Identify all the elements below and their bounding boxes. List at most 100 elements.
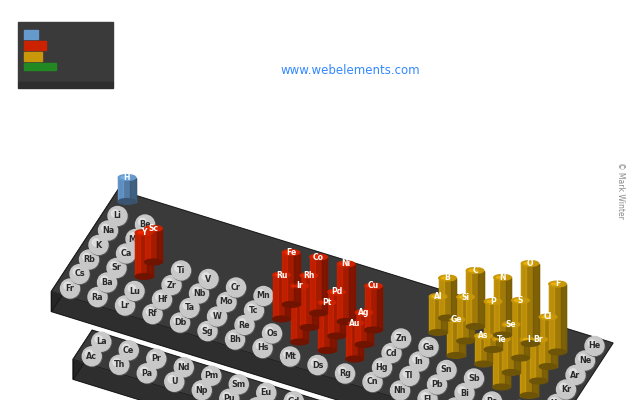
Ellipse shape: [540, 364, 557, 369]
Circle shape: [557, 380, 575, 399]
Circle shape: [117, 245, 136, 264]
Polygon shape: [367, 312, 372, 344]
Text: C: C: [472, 266, 478, 275]
Circle shape: [89, 236, 108, 254]
Circle shape: [86, 350, 93, 357]
Circle shape: [567, 366, 586, 385]
Circle shape: [428, 376, 447, 395]
Text: H: H: [124, 173, 131, 182]
Text: Nb: Nb: [193, 289, 205, 298]
Ellipse shape: [318, 300, 336, 305]
Circle shape: [395, 332, 402, 340]
Polygon shape: [51, 292, 547, 400]
Polygon shape: [365, 286, 382, 330]
Circle shape: [557, 381, 576, 400]
Text: Db: Db: [174, 318, 186, 327]
Ellipse shape: [328, 333, 345, 339]
Polygon shape: [532, 340, 538, 396]
Circle shape: [287, 395, 294, 400]
Polygon shape: [484, 302, 502, 350]
Circle shape: [136, 216, 156, 235]
Circle shape: [227, 331, 245, 350]
Circle shape: [202, 366, 221, 385]
Circle shape: [115, 296, 134, 315]
Text: As: As: [478, 332, 489, 340]
Circle shape: [445, 398, 465, 400]
Circle shape: [220, 389, 239, 400]
Circle shape: [223, 392, 230, 400]
Text: Ne: Ne: [579, 356, 591, 365]
Text: Hf: Hf: [157, 295, 167, 304]
Circle shape: [200, 270, 219, 289]
Polygon shape: [349, 264, 355, 322]
Circle shape: [230, 376, 249, 394]
Circle shape: [335, 364, 355, 383]
Text: Pt: Pt: [323, 298, 332, 307]
Circle shape: [175, 264, 182, 272]
Ellipse shape: [365, 327, 382, 333]
Text: Ra: Ra: [92, 292, 103, 302]
Polygon shape: [520, 340, 525, 396]
Ellipse shape: [321, 302, 329, 304]
Text: La: La: [96, 337, 107, 346]
Polygon shape: [530, 339, 547, 381]
Polygon shape: [376, 286, 382, 330]
Circle shape: [154, 291, 172, 310]
Circle shape: [465, 370, 484, 389]
Circle shape: [119, 299, 126, 306]
Polygon shape: [328, 292, 333, 336]
Circle shape: [141, 367, 148, 374]
Ellipse shape: [282, 302, 300, 307]
Polygon shape: [429, 296, 434, 332]
Text: Mn: Mn: [257, 292, 270, 300]
Circle shape: [248, 304, 255, 312]
Polygon shape: [300, 276, 305, 328]
Circle shape: [64, 282, 71, 290]
Circle shape: [254, 339, 273, 358]
Polygon shape: [541, 339, 547, 381]
Circle shape: [401, 367, 420, 386]
Text: Rh: Rh: [303, 271, 315, 280]
Ellipse shape: [291, 339, 308, 345]
Polygon shape: [520, 340, 538, 396]
Circle shape: [422, 341, 429, 348]
Text: Te: Te: [497, 334, 506, 344]
Circle shape: [116, 297, 135, 316]
Circle shape: [198, 322, 217, 340]
Bar: [24, 30, 38, 39]
Polygon shape: [73, 330, 477, 400]
Polygon shape: [130, 178, 136, 202]
Circle shape: [207, 307, 227, 326]
Text: www.webelements.com: www.webelements.com: [280, 64, 420, 76]
Ellipse shape: [121, 176, 129, 178]
Circle shape: [120, 342, 139, 360]
Text: Ti: Ti: [177, 266, 185, 275]
Ellipse shape: [505, 324, 513, 326]
Circle shape: [575, 351, 595, 370]
Circle shape: [100, 276, 108, 284]
Circle shape: [83, 347, 101, 366]
Ellipse shape: [135, 230, 153, 235]
Circle shape: [262, 324, 282, 343]
Circle shape: [172, 262, 191, 281]
Bar: [24, 41, 46, 50]
Circle shape: [148, 350, 166, 369]
Ellipse shape: [542, 316, 550, 318]
Ellipse shape: [548, 349, 566, 355]
Circle shape: [202, 273, 209, 280]
Text: Mt: Mt: [284, 352, 296, 361]
Circle shape: [146, 308, 154, 315]
Circle shape: [193, 287, 200, 294]
Text: Sg: Sg: [202, 326, 213, 336]
Polygon shape: [475, 336, 492, 364]
Circle shape: [165, 279, 172, 286]
Polygon shape: [459, 320, 465, 356]
Ellipse shape: [493, 336, 510, 342]
Circle shape: [382, 344, 401, 362]
Circle shape: [585, 336, 604, 356]
Circle shape: [211, 310, 218, 318]
Polygon shape: [439, 278, 444, 318]
Ellipse shape: [303, 274, 311, 276]
Ellipse shape: [275, 274, 284, 276]
Circle shape: [225, 330, 244, 349]
